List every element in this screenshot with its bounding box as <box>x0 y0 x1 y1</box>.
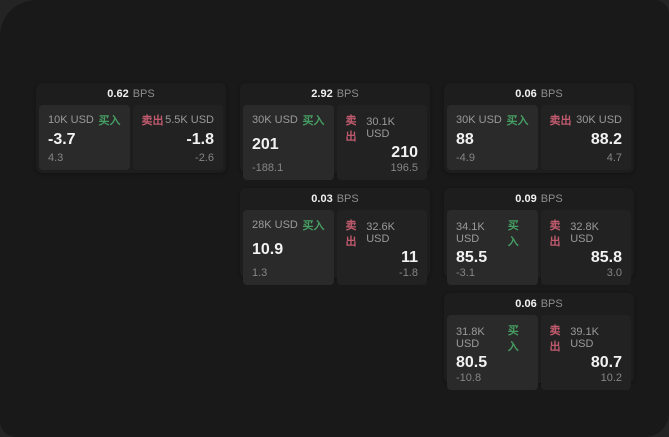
bps-unit-label: BPS <box>540 298 563 310</box>
quote-card: 0.06 BPS 31.8K USD 买入 80.5 -10.8 卖出 39.1… <box>444 293 634 390</box>
buy-size-label: 30K USD <box>456 114 502 126</box>
buy-price: -3.7 <box>48 131 76 149</box>
bps-header: 0.62 BPS <box>39 83 223 105</box>
sell-price: 85.8 <box>590 249 622 266</box>
sell-side-label: 卖出 <box>549 115 572 127</box>
sell-size-label: 32.6K USD <box>366 221 395 245</box>
sell-side-label: 卖出 <box>345 220 357 248</box>
buy-pane[interactable]: 31.8K USD 买入 80.5 -10.8 <box>447 315 538 390</box>
sell-price: 11 <box>401 249 418 266</box>
buy-change: -4.9 <box>456 152 475 164</box>
bps-value: 0.62 <box>107 88 129 100</box>
sell-price: 210 <box>391 144 418 161</box>
sell-pane[interactable]: 卖出 32.6K USD 11 -1.8 <box>336 210 427 285</box>
buy-size-label: 30K USD <box>252 114 298 126</box>
buy-change: -188.1 <box>252 161 284 174</box>
sell-size-label: 32.8K USD <box>570 221 599 245</box>
sell-pane[interactable]: 卖出 5.5K USD -1.8 -2.6 <box>132 105 223 170</box>
sell-change: 10.2 <box>600 371 622 384</box>
quote-card: 0.06 BPS 30K USD 买入 88 -4.9 卖出 30K USD <box>444 83 634 173</box>
sell-change: -1.8 <box>399 266 418 279</box>
buy-pane[interactable]: 30K USD 买入 201 -188.1 <box>243 105 334 180</box>
buy-change: 1.3 <box>252 266 268 279</box>
buy-price: 80.5 <box>456 354 488 371</box>
bps-header: 0.06 BPS <box>447 83 631 105</box>
sell-pane[interactable]: 卖出 30.1K USD 210 196.5 <box>336 105 427 180</box>
buy-change: 4.3 <box>48 152 64 164</box>
sell-price: -1.8 <box>186 131 214 149</box>
buy-size-label: 34.1K USD <box>456 221 485 245</box>
sell-size-label: 5.5K USD <box>165 114 214 126</box>
buy-price: 85.5 <box>456 249 488 266</box>
sell-pane[interactable]: 卖出 32.8K USD 85.8 3.0 <box>540 210 631 285</box>
bps-value: 0.06 <box>515 88 537 100</box>
sell-size-label: 30.1K USD <box>366 116 395 140</box>
buy-pane[interactable]: 10K USD 买入 -3.7 4.3 <box>39 105 130 170</box>
bps-header: 0.03 BPS <box>243 188 427 210</box>
buy-size-label: 28K USD <box>252 219 298 231</box>
bps-header: 2.92 BPS <box>243 83 427 105</box>
buy-size-label: 10K USD <box>48 114 94 126</box>
quote-card: 0.62 BPS 10K USD 买入 -3.7 4.3 卖出 5.5K USD <box>36 83 226 173</box>
bps-value: 2.92 <box>311 88 333 100</box>
buy-pane[interactable]: 30K USD 买入 88 -4.9 <box>447 105 538 170</box>
quote-card: 0.09 BPS 34.1K USD 买入 85.5 -3.1 卖出 32.8K… <box>444 188 634 285</box>
bps-unit-label: BPS <box>132 88 155 100</box>
sell-price: 80.7 <box>590 354 622 371</box>
sell-size-label: 30K USD <box>576 114 622 126</box>
bps-unit-label: BPS <box>540 88 563 100</box>
sell-side-label: 卖出 <box>549 325 561 353</box>
bps-header: 0.06 BPS <box>447 293 631 315</box>
buy-size-label: 31.8K USD <box>456 326 485 350</box>
sell-side-label: 卖出 <box>141 115 164 127</box>
bps-value: 0.06 <box>515 298 537 310</box>
buy-price: 10.9 <box>252 241 284 258</box>
sell-change: 4.7 <box>606 152 622 164</box>
sell-size-label: 39.1K USD <box>570 326 599 350</box>
buy-side-label: 买入 <box>507 325 519 353</box>
quote-card: 2.92 BPS 30K USD 买入 201 -188.1 卖出 30.1K … <box>240 83 430 180</box>
buy-side-label: 买入 <box>507 220 519 248</box>
sell-change: 3.0 <box>606 266 622 279</box>
buy-price: 88 <box>456 131 474 149</box>
quote-grid: 0.62 BPS 10K USD 买入 -3.7 4.3 卖出 5.5K USD <box>36 83 634 390</box>
bps-value: 0.09 <box>515 193 537 205</box>
sell-price: 88.2 <box>590 131 622 149</box>
sell-change: 196.5 <box>390 161 418 174</box>
buy-side-label: 买入 <box>506 115 529 127</box>
buy-change: -3.1 <box>456 266 475 279</box>
sell-change: -2.6 <box>195 152 214 164</box>
buy-side-label: 买入 <box>302 220 325 232</box>
quote-card: 0.03 BPS 28K USD 买入 10.9 1.3 卖出 32.6K US… <box>240 188 430 285</box>
sell-side-label: 卖出 <box>549 220 561 248</box>
bps-unit-label: BPS <box>540 193 563 205</box>
bps-value: 0.03 <box>311 193 333 205</box>
bps-unit-label: BPS <box>336 193 359 205</box>
buy-pane[interactable]: 28K USD 买入 10.9 1.3 <box>243 210 334 285</box>
buy-price: 201 <box>252 136 279 153</box>
sell-pane[interactable]: 卖出 39.1K USD 80.7 10.2 <box>540 315 631 390</box>
sell-pane[interactable]: 卖出 30K USD 88.2 4.7 <box>540 105 631 170</box>
bps-header: 0.09 BPS <box>447 188 631 210</box>
buy-side-label: 买入 <box>98 115 121 127</box>
buy-change: -10.8 <box>456 371 482 384</box>
buy-side-label: 买入 <box>302 115 325 127</box>
buy-pane[interactable]: 34.1K USD 买入 85.5 -3.1 <box>447 210 538 285</box>
bps-unit-label: BPS <box>336 88 359 100</box>
sell-side-label: 卖出 <box>345 115 357 143</box>
